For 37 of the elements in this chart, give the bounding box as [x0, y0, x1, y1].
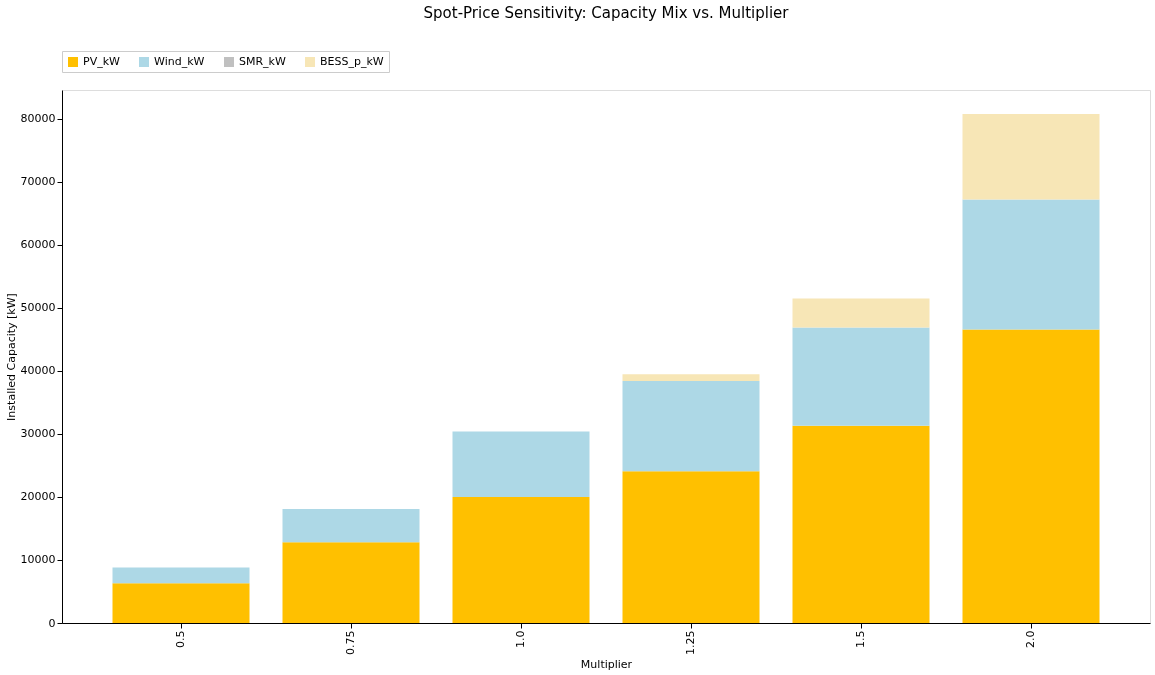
legend-label: PV_kW	[83, 55, 121, 68]
legend-label: SMR_kW	[239, 55, 286, 68]
y-tick-label: 10000	[20, 553, 56, 567]
x-tick-label: 2.0	[1024, 630, 1037, 648]
x-tick-label: 1.25	[684, 630, 697, 655]
y-tick-label: 0	[48, 616, 56, 630]
y-tick-label: 80000	[20, 112, 56, 126]
y-tick-label: 60000	[20, 238, 56, 252]
bar	[792, 425, 930, 623]
bar	[622, 381, 760, 472]
chart-title: Spot-Price Sensitivity: Capacity Mix vs. Multiplier	[423, 3, 790, 22]
bar	[962, 329, 1100, 623]
y-tick-label: 20000	[20, 490, 56, 504]
x-tick-label: 0.5	[174, 630, 187, 648]
legend-label: BESS_p_kW	[320, 55, 384, 68]
bar	[792, 298, 930, 328]
bar	[962, 199, 1100, 330]
legend-label: Wind_kW	[154, 55, 205, 68]
y-tick-label: 70000	[20, 175, 56, 189]
bar	[962, 113, 1100, 200]
y-tick-label: 40000	[20, 364, 56, 378]
y-axis-title: Installed Capacity [kW]	[4, 293, 18, 421]
bar	[452, 497, 590, 623]
x-tick-label: 0.75	[344, 630, 357, 655]
bar	[622, 374, 760, 382]
bar	[452, 431, 590, 497]
x-tick-label: 1.5	[854, 630, 867, 648]
bar	[282, 508, 420, 543]
x-axis-title: Multiplier	[580, 657, 633, 671]
y-tick-label: 50000	[20, 301, 56, 315]
bar	[112, 583, 250, 623]
bar	[282, 542, 420, 623]
bar	[622, 471, 760, 623]
bar	[112, 567, 250, 584]
y-tick-label: 30000	[20, 427, 56, 441]
bar	[792, 327, 930, 426]
x-tick-label: 1.0	[514, 630, 527, 648]
